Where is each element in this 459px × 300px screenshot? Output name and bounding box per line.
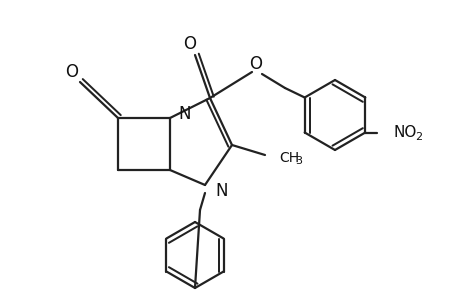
Text: 2: 2 [414,131,421,142]
Text: O: O [65,63,78,81]
Text: O: O [249,55,262,73]
Text: CH: CH [279,151,298,165]
Text: N: N [214,182,227,200]
Text: N: N [178,105,190,123]
Text: 3: 3 [294,156,302,166]
Text: NO: NO [392,125,416,140]
Text: O: O [183,35,196,53]
